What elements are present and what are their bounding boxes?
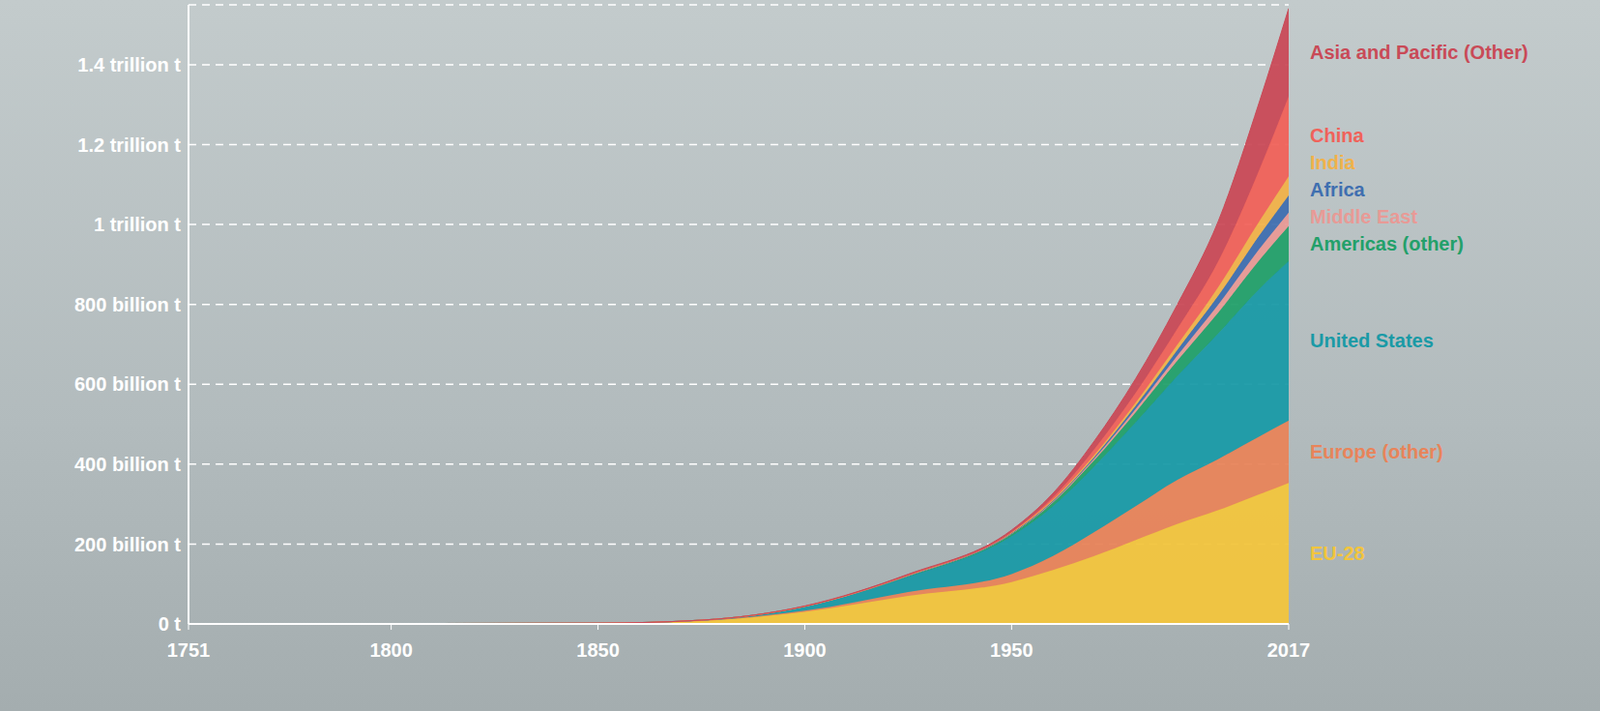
html-text:India: India xyxy=(1309,151,1356,173)
svg-text:1751: 1751 xyxy=(167,639,211,661)
svg-text:1900: 1900 xyxy=(783,639,827,661)
svg-text:1.2 trillion t: 1.2 trillion t xyxy=(77,134,181,156)
html-text:EU-28: EU-28 xyxy=(1309,542,1365,564)
html-text:Europe (other): Europe (other) xyxy=(1309,440,1444,463)
html-text:United States: United States xyxy=(1309,330,1434,352)
svg-text:1950: 1950 xyxy=(989,639,1034,661)
svg-text:1800: 1800 xyxy=(369,639,413,661)
svg-text:600 billion t: 600 billion t xyxy=(74,373,181,395)
svg-text:1.4 trillion t: 1.4 trillion t xyxy=(77,54,181,76)
svg-text:1 trillion t: 1 trillion t xyxy=(93,213,181,235)
svg-text:200 billion t: 200 billion t xyxy=(74,533,181,555)
html-text:Asia and Pacific (Other): Asia and Pacific (Other) xyxy=(1309,41,1529,63)
svg-text:400 billion t: 400 billion t xyxy=(74,453,181,475)
svg-text:0 t: 0 t xyxy=(158,612,182,635)
html-text:Americas (other): Americas (other) xyxy=(1309,232,1464,255)
html-text:China: China xyxy=(1309,124,1364,146)
svg-text:1850: 1850 xyxy=(576,639,620,661)
html-text:Middle East: Middle East xyxy=(1309,205,1418,228)
svg-text:800 billion t: 800 billion t xyxy=(74,293,181,316)
svg-text:2017: 2017 xyxy=(1267,639,1311,661)
html-text:Africa: Africa xyxy=(1309,178,1365,201)
